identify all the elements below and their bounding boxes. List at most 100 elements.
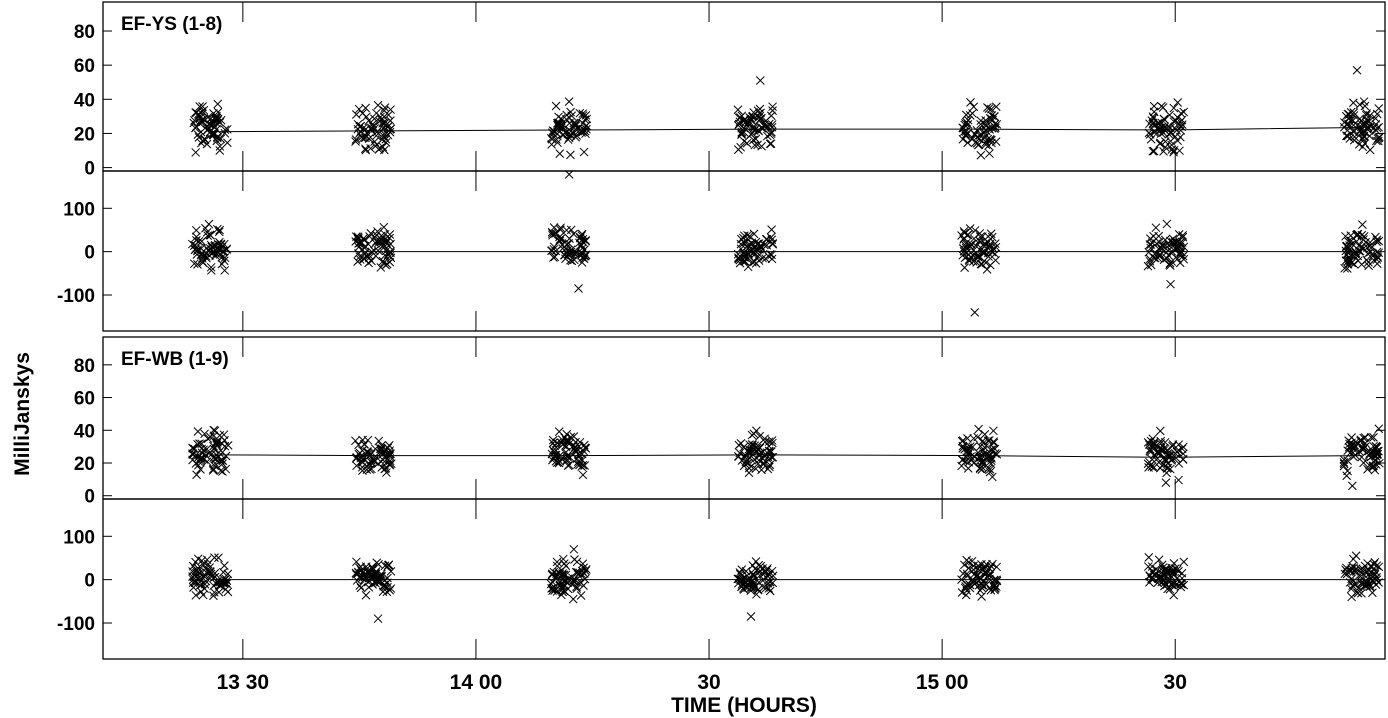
data-point (216, 466, 226, 476)
data-point (386, 248, 395, 258)
data-point (207, 249, 217, 258)
data-point (1374, 562, 1384, 572)
data-point (1158, 241, 1167, 251)
data-point (981, 258, 991, 268)
data-point (569, 544, 579, 554)
data-point (198, 590, 208, 600)
data-point (970, 308, 980, 317)
data-point (1167, 128, 1176, 137)
y-tick-label: 0 (84, 159, 95, 180)
data-point (751, 464, 761, 474)
data-point (1166, 279, 1175, 289)
data-point (1358, 445, 1368, 455)
data-point (202, 555, 212, 565)
data-point (963, 445, 973, 455)
data-point (1364, 261, 1374, 271)
data-point (551, 101, 561, 111)
data-point (1179, 557, 1189, 567)
data-point (355, 252, 365, 261)
data-point (757, 123, 767, 133)
data-point (1176, 132, 1185, 142)
data-point (554, 120, 563, 130)
data-point (188, 572, 197, 582)
data-point (736, 142, 746, 152)
data-point (577, 236, 587, 245)
data-point (992, 576, 1002, 586)
data-point (366, 144, 375, 153)
data-point (959, 227, 969, 236)
y-tick-label: 40 (74, 421, 95, 442)
data-point (980, 568, 990, 578)
data-point (753, 585, 763, 595)
data-point (569, 576, 579, 585)
data-point (582, 124, 591, 134)
data-point (188, 455, 197, 465)
data-point (191, 590, 201, 600)
data-point (222, 124, 232, 134)
data-point (548, 435, 558, 445)
data-point (1345, 578, 1355, 587)
data-point (215, 237, 224, 247)
data-point (371, 238, 380, 248)
data-point (381, 260, 391, 270)
data-point (196, 455, 206, 464)
data-point (1359, 120, 1369, 130)
data-point (575, 108, 585, 118)
data-point (380, 145, 389, 155)
data-point (1146, 243, 1156, 253)
data-point (961, 130, 971, 140)
data-point (379, 581, 389, 591)
data-point (204, 219, 214, 229)
data-point (354, 568, 364, 578)
data-point (206, 114, 216, 123)
data-point (760, 434, 769, 444)
data-point (1160, 454, 1170, 464)
data-point (963, 138, 973, 148)
data-point (1364, 566, 1374, 576)
data-point (756, 448, 766, 458)
data-point (1371, 119, 1381, 129)
data-point (992, 449, 1002, 459)
data-point (191, 232, 201, 242)
data-point (355, 581, 365, 591)
data-point (1157, 244, 1167, 253)
data-point (199, 105, 209, 115)
data-point (204, 119, 214, 129)
data-point (362, 112, 371, 122)
data-point (1175, 121, 1184, 130)
data-point (200, 584, 209, 593)
data-point (765, 586, 775, 596)
data-point (1370, 569, 1380, 579)
data-point (1348, 554, 1358, 564)
data-point (361, 562, 371, 571)
data-point (960, 263, 969, 272)
data-point (1372, 136, 1381, 146)
data-point (380, 235, 389, 245)
y-tick-label: -100 (57, 286, 95, 307)
data-point (974, 424, 983, 434)
data-point (767, 250, 776, 260)
data-point (1375, 458, 1384, 468)
data-point (361, 145, 371, 155)
data-point (572, 584, 582, 593)
data-point (1169, 117, 1179, 126)
data-point (1346, 566, 1355, 576)
data-point (1353, 588, 1363, 598)
data-point (754, 560, 764, 570)
data-point (200, 134, 209, 144)
data-point (986, 445, 996, 455)
data-point (1153, 578, 1162, 588)
data-point (1374, 132, 1384, 142)
data-point (752, 565, 762, 575)
data-point (1372, 235, 1382, 245)
data-point (969, 452, 979, 461)
data-point (207, 449, 217, 459)
data-point (1144, 463, 1153, 472)
data-point (1341, 563, 1351, 573)
data-point (1178, 442, 1188, 452)
data-point (199, 571, 209, 581)
data-point (189, 259, 199, 269)
data-point (352, 453, 362, 463)
data-point (377, 114, 387, 124)
